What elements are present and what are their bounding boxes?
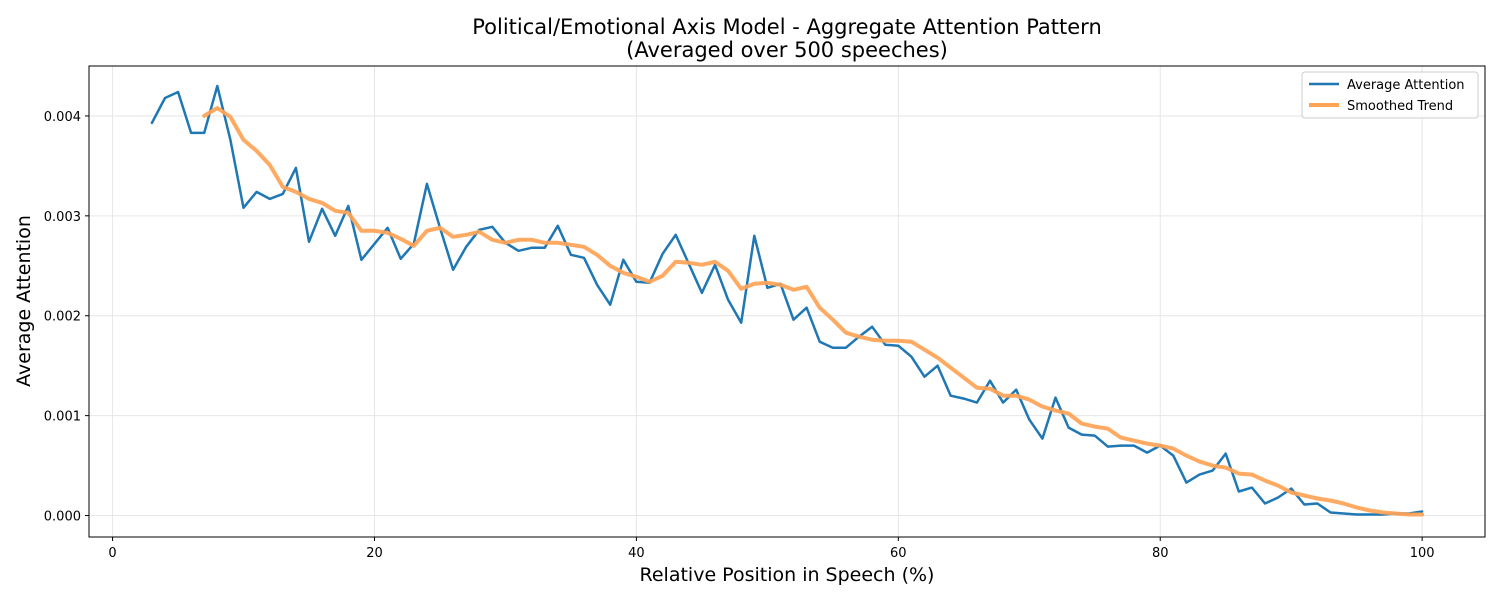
y-tick-label: 0.000 bbox=[44, 510, 81, 525]
chart-title: Political/Emotional Axis Model - Aggrega… bbox=[472, 15, 1102, 39]
x-tick-label: 20 bbox=[366, 546, 383, 561]
y-tick-label: 0.001 bbox=[44, 410, 81, 425]
grid-lines bbox=[89, 66, 1485, 537]
plot-frame bbox=[88, 65, 1486, 538]
legend: Average Attention Smoothed Trend bbox=[1301, 71, 1479, 119]
x-axis: 0 20 40 60 80 100 bbox=[108, 537, 1435, 561]
legend-label-smoothed-trend: Smoothed Trend bbox=[1347, 99, 1453, 114]
y-axis-label: Average Attention bbox=[13, 215, 35, 387]
legend-label-average-attention: Average Attention bbox=[1347, 78, 1465, 93]
series-line-smoothed-trend bbox=[202, 106, 1425, 517]
y-tick-label: 0.003 bbox=[44, 210, 81, 225]
x-tick-label: 100 bbox=[1410, 546, 1435, 561]
x-tick-label: 0 bbox=[108, 546, 116, 561]
y-tick-label: 0.002 bbox=[44, 310, 81, 325]
x-tick-label: 40 bbox=[628, 546, 645, 561]
legend-frame bbox=[1301, 71, 1479, 119]
x-axis-label: Relative Position in Speech (%) bbox=[640, 564, 935, 586]
y-axis: 0.000 0.001 0.002 0.003 0.004 bbox=[44, 110, 89, 525]
series-layer bbox=[150, 84, 1425, 517]
x-tick-label: 60 bbox=[890, 546, 907, 561]
chart-subtitle: (Averaged over 500 speeches) bbox=[626, 38, 948, 62]
series-line-average-attention bbox=[150, 84, 1424, 516]
x-tick-label: 80 bbox=[1152, 546, 1169, 561]
y-tick-label: 0.004 bbox=[44, 110, 81, 125]
